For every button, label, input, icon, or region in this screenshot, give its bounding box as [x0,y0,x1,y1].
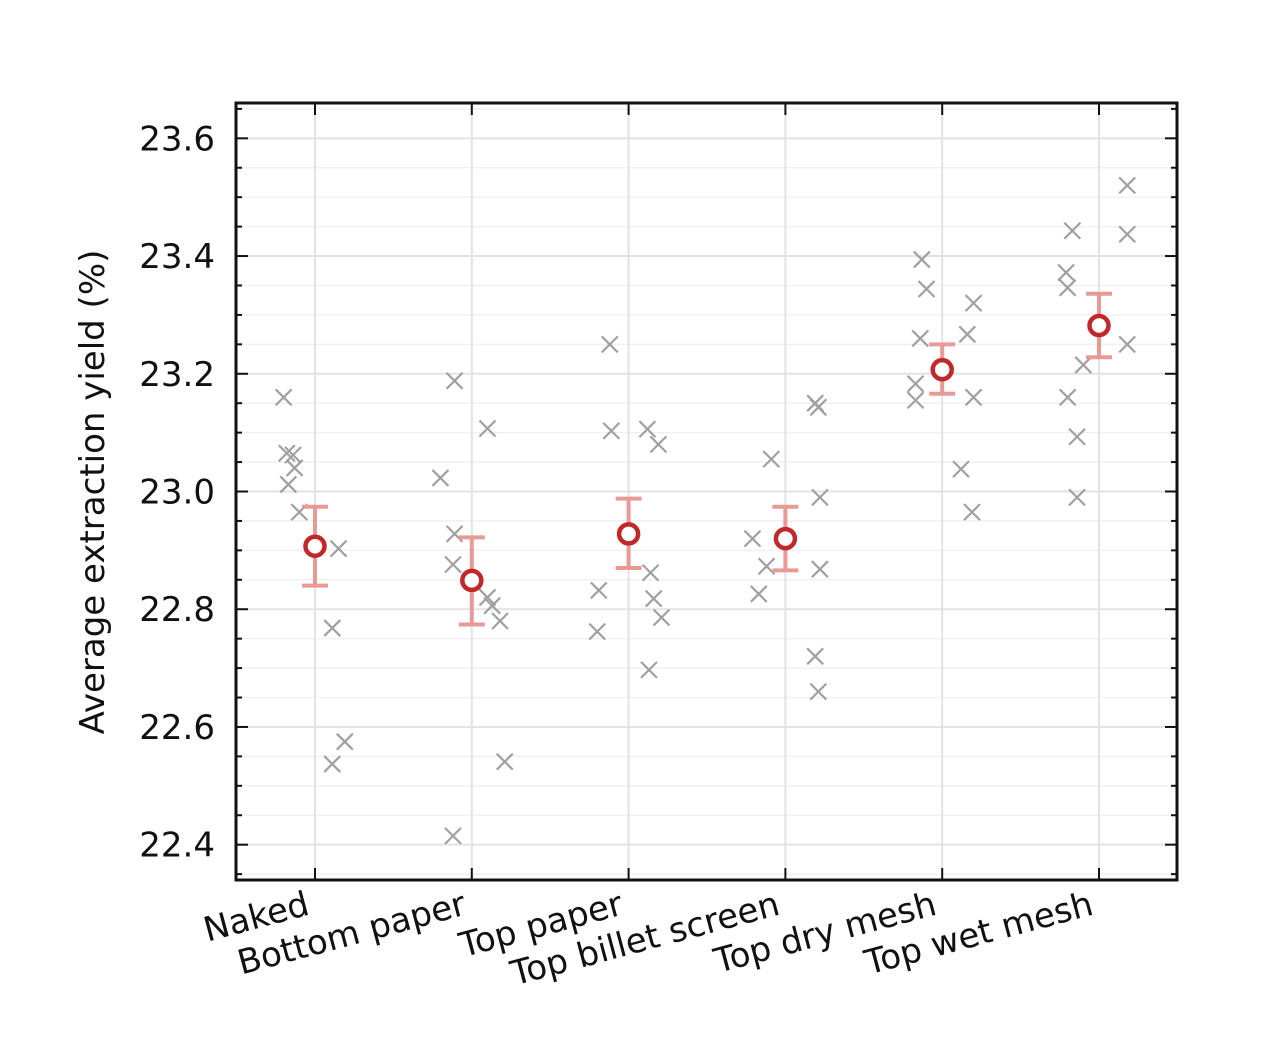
run-point-marker [1057,263,1075,282]
run-point-marker [762,450,781,468]
run-point-marker [1058,388,1077,407]
run-point-marker [1118,176,1137,195]
run-point-marker [964,388,983,407]
run-point-marker [285,459,304,477]
run-point-marker [445,372,464,390]
run-point-marker [906,391,925,410]
run-point-marker [809,398,828,417]
run-point-marker [590,581,608,600]
run-point-marker [1118,335,1137,354]
run-point-marker [602,422,621,440]
mean-marker [930,357,954,382]
run-point-marker [588,622,607,641]
y-tick-label: 22.4 [139,826,215,866]
run-point-marker [336,732,354,751]
run-point-marker [911,329,930,348]
run-point-marker [1058,279,1077,297]
run-point-marker [1074,356,1093,374]
run-point-marker [640,661,658,679]
run-point-marker [809,682,828,701]
mean-marker [460,568,484,593]
run-point-marker [478,588,497,607]
run-point-marker [478,419,497,438]
run-point-marker [913,250,931,269]
run-point-marker [952,460,970,478]
run-point-marker [638,420,657,438]
run-point-marker [495,752,514,771]
y-axis-title: Average extraction yield (%) [73,250,113,735]
run-point-marker [431,469,450,487]
y-tick-label: 23.4 [139,237,215,277]
run-point-marker [652,608,671,627]
mean-marker [773,526,798,551]
run-point-marker [329,539,348,558]
mean-marker [1087,313,1111,338]
axes-layer: 22.422.622.823.023.223.423.6NakedBottom … [139,101,1179,994]
y-tick-label: 22.8 [139,590,215,630]
run-point-marker [811,488,829,507]
run-point-marker [444,555,462,574]
run-point-marker [1118,225,1137,244]
run-point-marker [649,435,668,454]
run-point-marker [757,557,776,576]
y-tick-label: 23.0 [139,473,215,513]
run-point-marker [445,525,464,543]
run-point-marker [644,589,663,608]
run-point-marker [1068,488,1086,507]
run-point-marker [323,755,342,773]
y-tick-label: 22.6 [139,708,215,748]
run-point-marker [274,388,293,407]
run-point-marker [963,503,981,521]
run-point-marker [958,325,977,344]
y-tick-label: 23.6 [139,119,215,159]
y-tick-label: 23.2 [139,355,215,395]
mean-marker [616,522,641,546]
run-point-marker [601,335,619,354]
run-point-marker [811,560,829,578]
run-point-marker [1068,427,1086,446]
run-point-marker [917,280,936,298]
run-point-marker [749,585,768,603]
run-point-marker [277,444,296,463]
mean-markers-layer [302,291,1112,627]
run-point-marker [279,475,298,494]
run-point-marker [806,647,824,666]
mean-marker [303,534,327,558]
run-point-marker [641,563,660,582]
run-point-marker [444,827,462,845]
run-point-marker [906,375,925,393]
individual-points-layer [274,176,1137,845]
run-point-marker [743,529,762,548]
run-point-marker [1063,221,1082,240]
run-point-marker [323,619,342,637]
run-point-marker [483,596,501,615]
grid-layer [236,103,1177,880]
run-point-marker [964,294,983,312]
run-point-marker [491,612,509,630]
